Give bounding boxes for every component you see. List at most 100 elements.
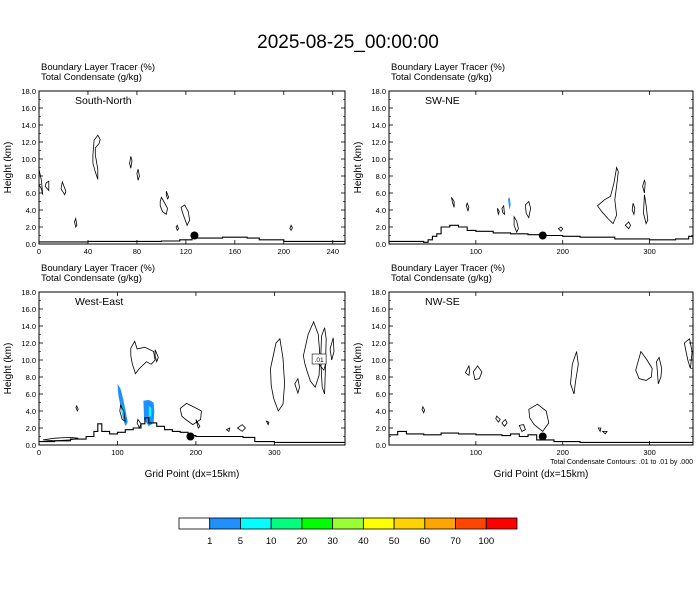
y-tick-label: 4.0 [26, 407, 36, 416]
y-axis-label: Height (km) [353, 142, 364, 194]
condensate-contour [236, 424, 246, 432]
plot-area [389, 338, 693, 443]
y-tick-label: 2.0 [376, 223, 386, 232]
colorbar-label: 60 [420, 536, 431, 547]
y-tick-label: 14.0 [21, 322, 36, 331]
condensate-contour [329, 337, 335, 361]
y-tick-label: 10.0 [21, 356, 36, 365]
colorbar: 1 5 10 20 30 40 50 60 70 100 [178, 517, 518, 547]
contour-label: .01 [315, 357, 324, 364]
plot-frame [38, 291, 346, 446]
header-condensate: Total Condensate (g/kg) [41, 72, 142, 83]
y-tick-label: 2.0 [26, 223, 36, 232]
y-tick-label: 8.0 [26, 373, 36, 382]
section-label: South-North [75, 95, 132, 107]
y-tick-label: 8.0 [376, 373, 386, 382]
y-axis-label: Height (km) [3, 142, 14, 194]
header-tracer: Boundary Layer Tracer (%) [391, 62, 505, 73]
condensate-contour [179, 402, 202, 426]
header-tracer: Boundary Layer Tracer (%) [41, 263, 155, 274]
condensate-contour [130, 340, 156, 375]
condensate-contour [501, 204, 506, 216]
condensate-contour [451, 197, 455, 208]
tracer-region [508, 197, 511, 210]
plot-frame [38, 90, 346, 245]
location-marker [190, 231, 199, 240]
x-tick-label: 200 [556, 247, 569, 256]
y-tick-label: 16.0 [21, 305, 36, 314]
y-tick-label: 10.0 [371, 155, 386, 164]
y-tick-label: 0.0 [376, 441, 386, 450]
condensate-contour [195, 419, 201, 429]
tracer-region [117, 383, 128, 427]
y-tick-label: 2.0 [376, 424, 386, 433]
colorbar-label: 5 [238, 536, 243, 547]
condensate-contour [465, 202, 470, 213]
y-tick-label: 2.0 [26, 424, 36, 433]
colorbar-swatch [332, 517, 364, 530]
condensate-contour [175, 224, 179, 232]
condensate-contour [643, 194, 649, 225]
condensate-contour [624, 221, 631, 230]
x-tick-label: 160 [229, 247, 242, 256]
condensate-contour [472, 365, 483, 381]
y-tick-label: 6.0 [26, 390, 36, 399]
x-tick-label: 80 [133, 247, 141, 256]
colorbar-swatch [393, 517, 426, 530]
condensate-contour [119, 403, 126, 422]
x-axis-label: Grid Point (dx=15km) [145, 469, 240, 480]
y-tick-label: 0.0 [376, 240, 386, 249]
condensate-contour [129, 156, 133, 169]
condensate-contour [501, 418, 508, 427]
location-marker [186, 432, 195, 441]
location-marker [538, 231, 547, 240]
condensate-contour [495, 415, 501, 423]
y-tick-label: 16.0 [21, 104, 36, 113]
colorbar-label: 100 [478, 536, 494, 547]
condensate-contour [180, 204, 191, 227]
terrain-line [389, 430, 693, 443]
plot-area [39, 134, 345, 243]
page-title: 2025-08-25_00:00:00 [257, 32, 439, 53]
colorbar-swatch [301, 517, 334, 530]
condensate-contour [635, 350, 653, 381]
condensate-contour [631, 203, 636, 216]
y-tick-label: 18.0 [371, 87, 386, 96]
condensate-contour [270, 337, 286, 412]
x-tick-label: 0 [37, 448, 41, 457]
condensate-contour [136, 169, 140, 181]
contour-footnote: Total Condensate Contours: .01 to .01 by… [550, 459, 693, 466]
colorbar-swatch [209, 517, 241, 530]
x-tick-label: 200 [278, 247, 291, 256]
colorbar-swatch [485, 517, 518, 530]
y-tick-label: 0.0 [26, 240, 36, 249]
y-axis-label: Height (km) [353, 343, 364, 395]
header-condensate: Total Condensate (g/kg) [41, 273, 142, 284]
colorbar-label: 1 [207, 536, 212, 547]
colorbar-label: 20 [297, 536, 308, 547]
condensate-contour [39, 169, 44, 195]
y-tick-label: 14.0 [21, 121, 36, 130]
x-tick-label: 100 [470, 247, 483, 256]
y-tick-label: 12.0 [21, 339, 36, 348]
condensate-contour [225, 427, 231, 433]
plot-area: .01 [39, 320, 345, 443]
y-tick-label: 10.0 [21, 155, 36, 164]
y-tick-label: 12.0 [371, 339, 386, 348]
colorbar-swatch [270, 517, 303, 530]
colorbar-swatch [362, 517, 395, 530]
condensate-contour [44, 180, 50, 192]
section-label: NW-SE [425, 296, 460, 308]
condensate-contour [497, 208, 500, 216]
panel-south-north: Boundary Layer Tracer (%)Total Condensat… [3, 62, 346, 256]
y-tick-label: 18.0 [21, 87, 36, 96]
header-condensate: Total Condensate (g/kg) [391, 72, 492, 83]
colorbar-label: 10 [266, 536, 277, 547]
condensate-contour [92, 134, 101, 180]
condensate-contour [136, 418, 142, 430]
condensate-contour [601, 430, 608, 435]
colorbar-label: 40 [358, 536, 369, 547]
header-condensate: Total Condensate (g/kg) [391, 273, 492, 284]
y-tick-label: 18.0 [21, 288, 36, 297]
y-tick-label: 4.0 [26, 206, 36, 215]
